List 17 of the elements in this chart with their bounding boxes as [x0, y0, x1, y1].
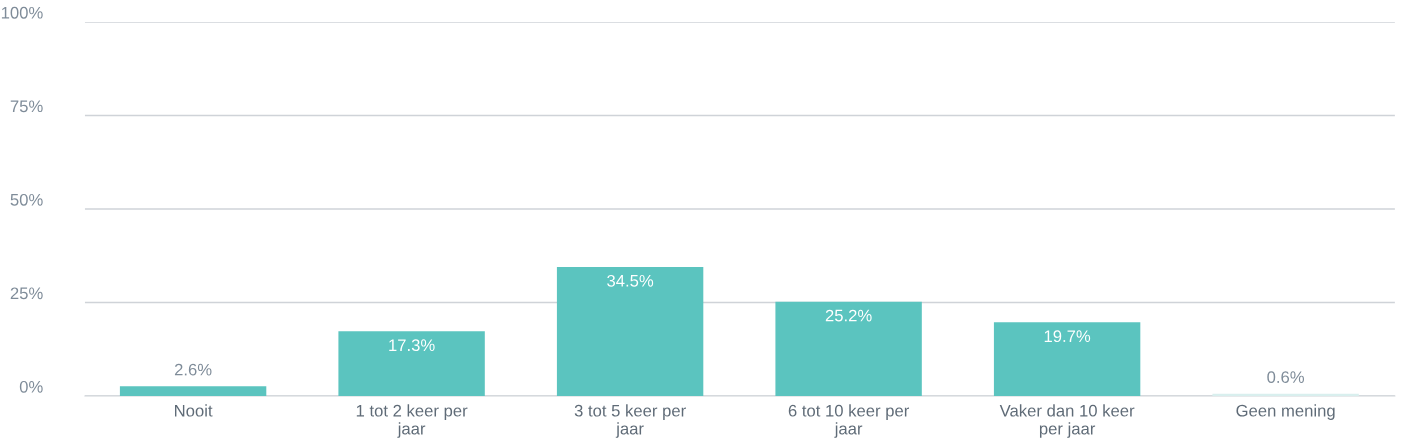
- x-tick-label: 3 tot 5 keer per jaar: [574, 404, 686, 438]
- x-tick-label: Vaker dan 10 keer per jaar: [999, 404, 1135, 438]
- y-tick-label: 25%: [10, 287, 43, 300]
- data-label: 0.6%: [1267, 371, 1305, 384]
- y-tick-label: 50%: [10, 193, 43, 206]
- data-label: 34.5%: [607, 274, 654, 287]
- x-tick-label: Geen mening: [1236, 404, 1335, 420]
- y-tick-label: 75%: [10, 100, 43, 113]
- y-tick-label: 100%: [1, 6, 43, 19]
- x-tick-label: Nooit: [175, 404, 213, 417]
- x-tick-label: 1 tot 2 keer per jaar: [356, 404, 468, 438]
- x-tick-label: 6 tot 10 keer per jaar: [788, 404, 910, 438]
- data-label: 2.6%: [174, 363, 212, 376]
- data-label: 25.2%: [825, 309, 872, 322]
- data-label: 17.3%: [389, 339, 435, 352]
- data-label: 19.7%: [1044, 330, 1091, 343]
- y-tick-label: 0%: [19, 380, 43, 393]
